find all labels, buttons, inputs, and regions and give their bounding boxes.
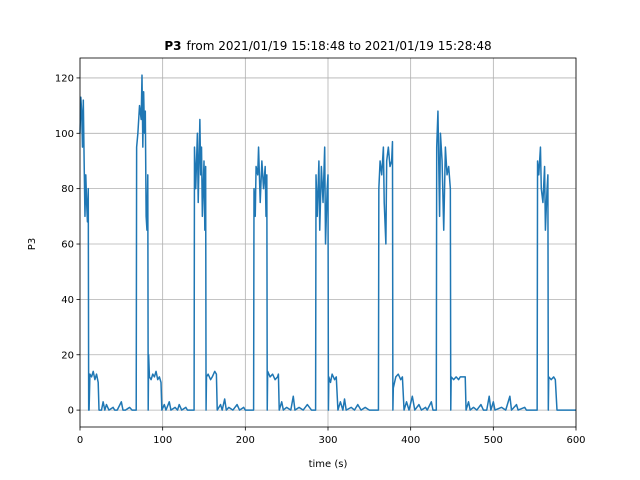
title-rest: from 2021/01/19 15:18:48 to 2021/01/19 1… (186, 39, 491, 53)
x-tick-label: 200 (236, 435, 255, 446)
y-tick-label: 0 (68, 406, 74, 417)
y-tick-label: 100 (55, 129, 74, 140)
x-tick-label: 400 (401, 435, 420, 446)
y-tick-label: 40 (61, 295, 74, 306)
y-tick-label: 120 (55, 73, 74, 84)
y-tick-label: 20 (61, 350, 74, 361)
x-axis-label: time (s) (309, 459, 348, 470)
x-tick-label: 600 (566, 435, 585, 446)
x-tick-label: 100 (153, 435, 172, 446)
plot (79, 74, 576, 411)
y-axis-label: P3 (27, 238, 38, 250)
y-tick-label: 60 (61, 240, 74, 251)
chart-title: P3 from 2021/01/19 15:18:48 to 2021/01/19… (164, 39, 491, 53)
grid (79, 58, 577, 427)
x-tick-label: 300 (318, 435, 337, 446)
title-strong: P3 (164, 39, 181, 53)
y-tick-label: 80 (61, 184, 74, 195)
data-line (79, 74, 576, 411)
x-tick-label: 0 (77, 435, 83, 446)
x-tick-label: 500 (484, 435, 503, 446)
